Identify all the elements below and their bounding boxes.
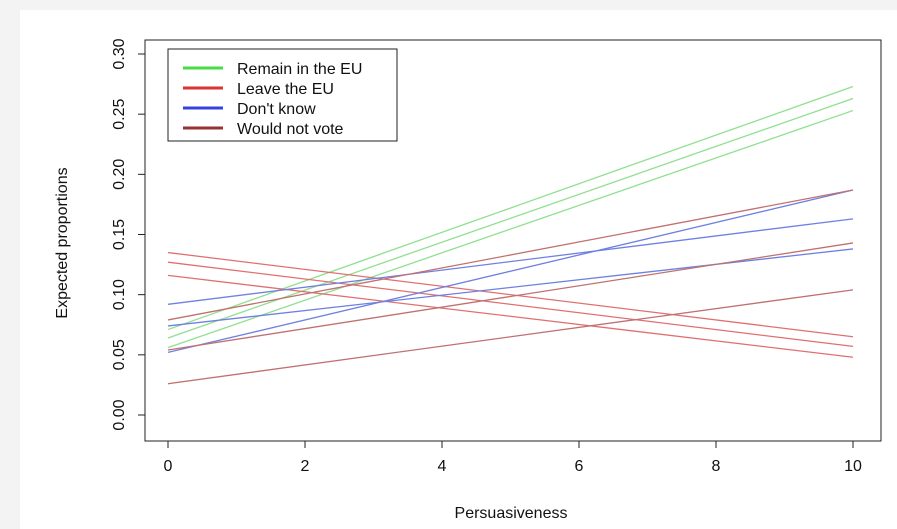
series-line bbox=[167, 242, 854, 351]
y-tick-label: 0.20 bbox=[111, 159, 128, 190]
legend-box bbox=[167, 48, 398, 142]
x-axis: 0 2 4 6 8 10 bbox=[164, 440, 862, 475]
legend-label: Don't know bbox=[237, 101, 316, 118]
x-tick-label: 2 bbox=[301, 458, 310, 475]
series-line bbox=[167, 248, 854, 327]
y-tick-label: 0.10 bbox=[111, 279, 128, 310]
chart: 0 2 4 6 8 10 0.00 0.05 0.10 0.15 0.20 0.25 0.30 Per… bbox=[54, 38, 882, 522]
x-tick-label: 8 bbox=[712, 458, 721, 475]
series-lines bbox=[167, 85, 854, 385]
y-tick-label: 0.00 bbox=[111, 399, 128, 430]
y-tick-label: 0.30 bbox=[111, 38, 128, 69]
series-line bbox=[167, 289, 854, 385]
y-tick-label: 0.05 bbox=[111, 339, 128, 370]
legend-label: Would not vote bbox=[237, 121, 344, 138]
legend-label: Leave the EU bbox=[237, 81, 334, 98]
x-tick-label: 10 bbox=[844, 458, 862, 475]
legend-label: Remain in the EU bbox=[237, 61, 362, 78]
series-line bbox=[167, 218, 854, 305]
series-line bbox=[167, 274, 854, 358]
series-line bbox=[167, 189, 854, 354]
x-tick-label: 6 bbox=[575, 458, 584, 475]
series-line bbox=[167, 251, 854, 338]
x-axis-title: Persuasiveness bbox=[455, 505, 568, 522]
x-tick-label: 0 bbox=[164, 458, 173, 475]
y-tick-label: 0.15 bbox=[111, 219, 128, 250]
y-axis: 0.00 0.05 0.10 0.15 0.20 0.25 0.30 bbox=[111, 38, 146, 431]
legend: Remain in the EU Leave the EU Don't know Wo… bbox=[167, 48, 398, 142]
y-tick-label: 0.25 bbox=[111, 98, 128, 129]
series-line bbox=[167, 109, 854, 349]
series-line bbox=[167, 261, 854, 348]
y-axis-title: Expected proportions bbox=[54, 167, 71, 318]
series-line bbox=[167, 189, 854, 321]
x-tick-label: 4 bbox=[438, 458, 447, 475]
plot-panel: 0 2 4 6 8 10 0.00 0.05 0.10 0.15 0.20 0.25 0.30 Per… bbox=[20, 10, 897, 529]
